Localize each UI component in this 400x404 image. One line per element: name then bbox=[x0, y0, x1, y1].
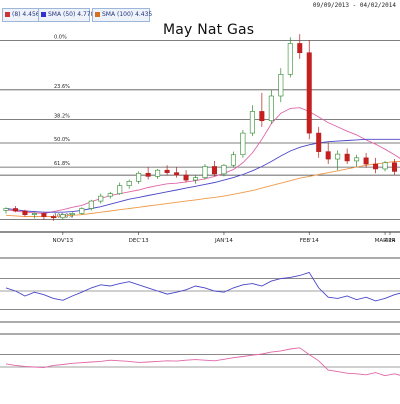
oscillator-line bbox=[5, 271, 400, 302]
candle-body bbox=[164, 169, 170, 173]
candle-body bbox=[382, 162, 388, 170]
x-tick-label: FEB'14 bbox=[300, 238, 319, 244]
legend-swatch bbox=[5, 12, 10, 17]
legend-label: SMA (100) bbox=[102, 11, 134, 18]
candle-body bbox=[211, 166, 217, 175]
candle-body bbox=[373, 163, 379, 170]
x-tick-label: MAR'14 bbox=[375, 238, 396, 244]
candle-body bbox=[278, 74, 284, 97]
legend-label: SMA (50) bbox=[48, 11, 76, 18]
fib-level-label: 38.2% bbox=[54, 113, 70, 119]
candle-body bbox=[392, 162, 398, 172]
x-tick-label: APR bbox=[385, 238, 396, 244]
candle-body bbox=[98, 195, 104, 202]
candle-body bbox=[325, 151, 331, 160]
candle-body bbox=[174, 172, 180, 176]
candle-body bbox=[297, 43, 303, 54]
date-range: 09/09/2013 - 04/02/2014 bbox=[312, 2, 396, 9]
candle-body bbox=[145, 172, 151, 177]
candle-body bbox=[306, 52, 312, 134]
fib-level-label: 50.0% bbox=[54, 137, 70, 143]
candle-body bbox=[183, 174, 189, 181]
candle-body bbox=[363, 157, 369, 165]
series-line bbox=[5, 138, 400, 213]
candle-body bbox=[335, 153, 341, 160]
candle-body bbox=[221, 164, 227, 175]
candle-body bbox=[193, 177, 199, 181]
legend-value: 4.456 bbox=[22, 11, 40, 18]
candle-body bbox=[259, 111, 265, 122]
candle-body bbox=[202, 166, 208, 178]
legend-value: 4.435 bbox=[135, 11, 153, 18]
x-tick-label: DEC'13 bbox=[129, 238, 150, 244]
candle-body bbox=[88, 200, 94, 209]
x-tick-label: JAN'14 bbox=[214, 238, 233, 244]
candle-body bbox=[31, 213, 37, 215]
candle-body bbox=[287, 43, 293, 75]
oscillator-line bbox=[5, 347, 400, 377]
candle-body bbox=[3, 208, 9, 211]
candle-body bbox=[79, 208, 85, 214]
legend-swatch bbox=[95, 12, 100, 17]
candle-body bbox=[12, 208, 18, 212]
chart-title: May Nat Gas bbox=[163, 22, 255, 38]
candle-body bbox=[22, 210, 28, 215]
candle-body bbox=[126, 181, 132, 186]
legend-value: 4.778 bbox=[77, 11, 95, 18]
fib-level-label: 23.6% bbox=[54, 84, 70, 90]
fib-level-label: 0.0% bbox=[54, 34, 67, 40]
candle-body bbox=[316, 132, 322, 152]
candle-body bbox=[249, 111, 255, 134]
candle-body bbox=[50, 216, 56, 219]
candle-body bbox=[230, 154, 236, 166]
legend-swatch bbox=[41, 12, 46, 17]
candle-body bbox=[69, 213, 75, 215]
candle-body bbox=[155, 169, 161, 177]
fib-level-label: 61.8% bbox=[54, 161, 70, 167]
candle-body bbox=[344, 153, 350, 162]
candle-body bbox=[136, 172, 142, 182]
candle-body bbox=[354, 157, 360, 162]
candle-body bbox=[60, 214, 66, 219]
candle-body bbox=[268, 95, 274, 122]
candle-body bbox=[117, 185, 123, 194]
candle-body bbox=[240, 132, 246, 156]
candle-body bbox=[107, 193, 113, 197]
legend-entry-sma100: SMA (100) 4.435 bbox=[92, 8, 153, 22]
candle-body bbox=[41, 213, 47, 217]
x-tick-label: NOV'13 bbox=[53, 238, 74, 244]
legend-label: (8) bbox=[12, 11, 21, 18]
legend-entry-sma50: SMA (50) 4.778 bbox=[38, 8, 94, 22]
